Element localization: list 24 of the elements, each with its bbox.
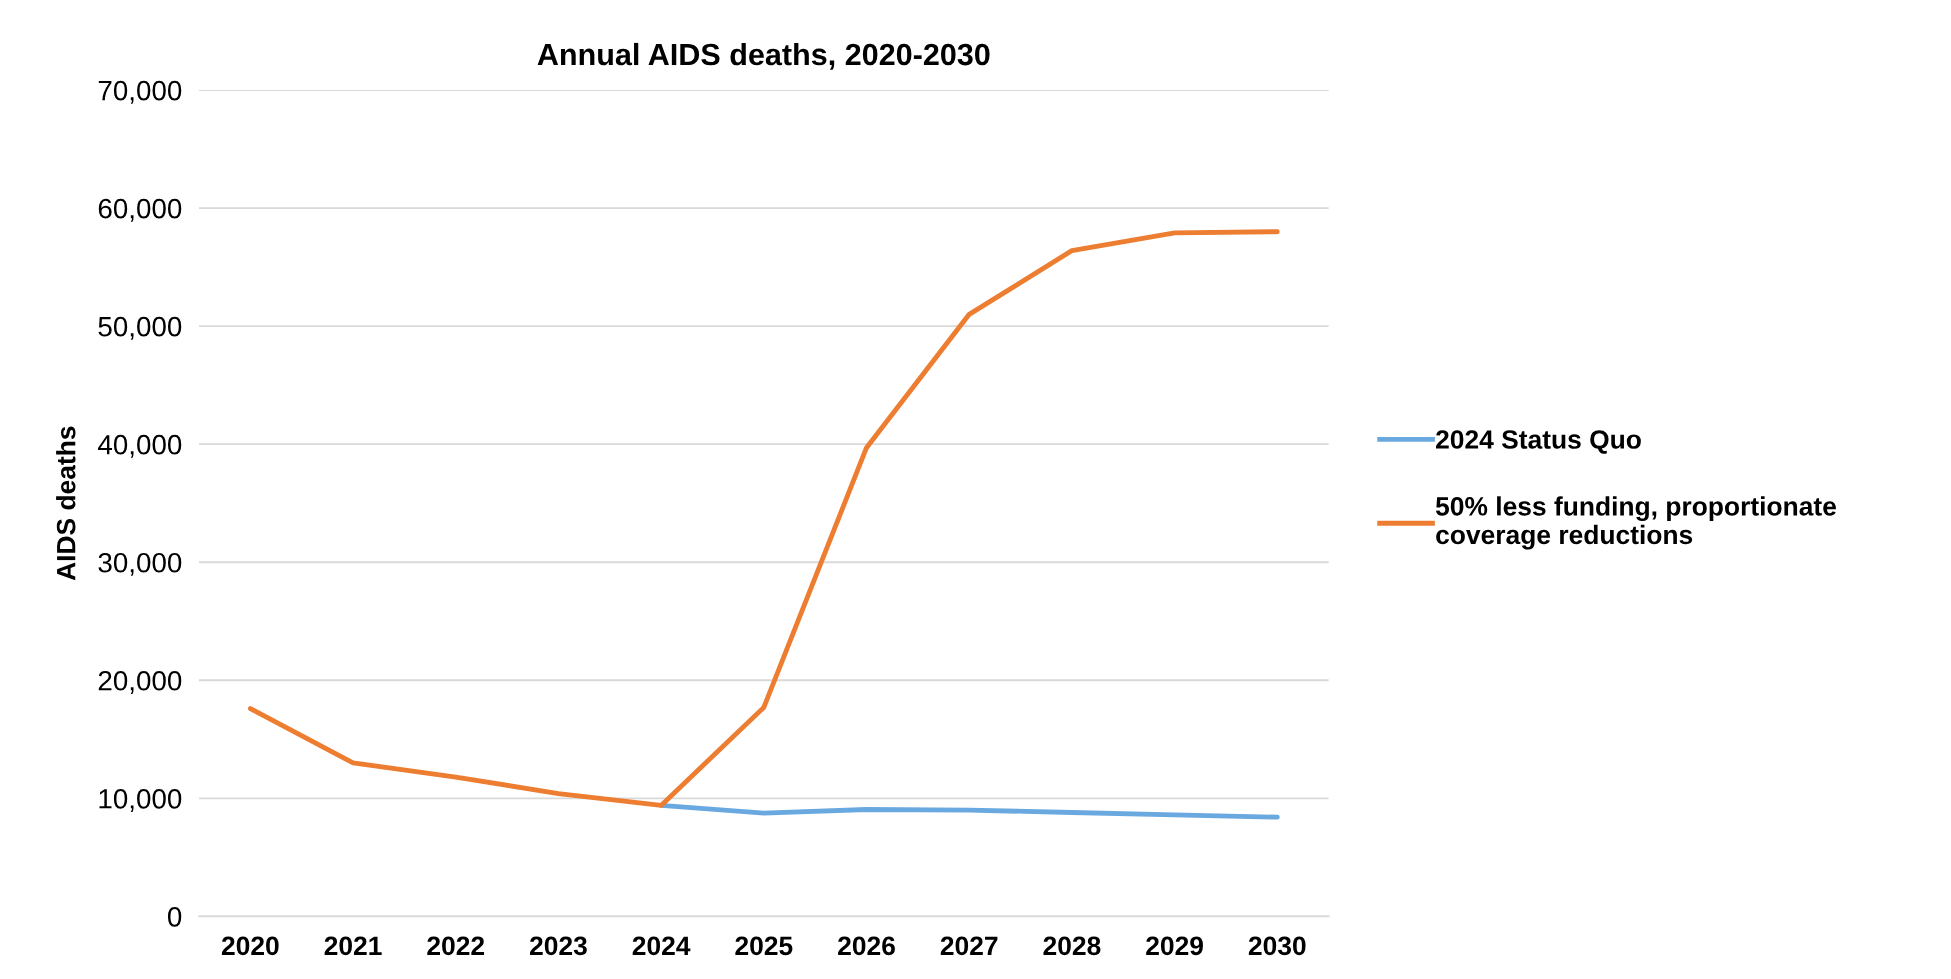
x-tick-label: 2023 — [530, 936, 587, 956]
x-tick-label: 2029 — [1146, 936, 1203, 956]
x-tick-label: 2024 — [632, 936, 691, 956]
line-series — [247, 229, 1280, 808]
x-tick-label: 2030 — [1248, 936, 1306, 956]
x-tick-label: 2027 — [940, 936, 998, 956]
y-axis-title: AIDS deaths — [56, 426, 76, 581]
y-tick-label: 30,000 — [98, 552, 182, 576]
x-tick-label: 2026 — [838, 936, 895, 956]
x-tick-label: 2020 — [221, 936, 279, 956]
y-tick-label: 40,000 — [98, 434, 182, 458]
y-tick-label: 0 — [167, 907, 182, 927]
y-tick-label: 50,000 — [98, 316, 182, 340]
x-tick-label: 2022 — [427, 936, 485, 956]
x-tick-label: 2028 — [1043, 936, 1101, 956]
chart-title: Annual AIDS deaths, 2020-2030 — [537, 42, 990, 70]
legend-label: 2024 Status Quo — [1436, 430, 1641, 454]
legend-label: 50% less funding, proportionate coverage reductions — [1435, 496, 1836, 550]
y-tick-label: 20,000 — [98, 670, 182, 694]
x-tick-label: 2025 — [735, 936, 793, 956]
x-tick-label: 2021 — [324, 936, 382, 956]
y-tick-label: 60,000 — [98, 198, 182, 222]
y-tick-label: 70,000 — [98, 80, 182, 104]
y-tick-label: 10,000 — [99, 788, 182, 812]
